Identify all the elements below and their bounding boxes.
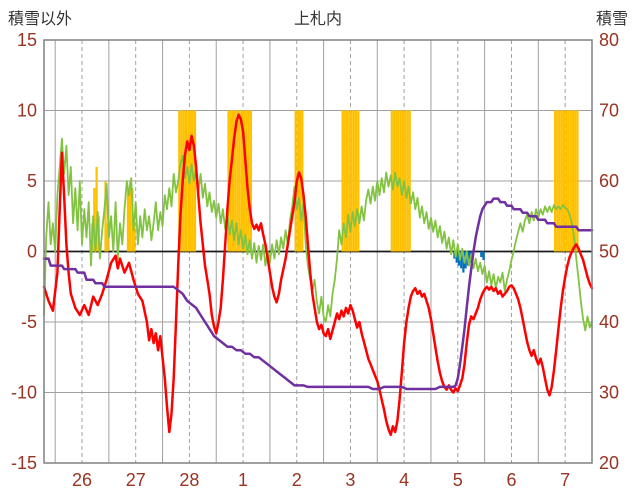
- left-axis-tick: -10: [11, 383, 37, 403]
- blue-bars-bar: [482, 251, 485, 260]
- orange-bars-bar: [562, 110, 566, 252]
- right-axis-tick: 40: [599, 312, 619, 332]
- left-axis-tick: -5: [21, 312, 37, 332]
- series-red-line: [42, 113, 594, 437]
- x-axis-tick: 1: [238, 470, 248, 490]
- orange-bars-bar: [126, 188, 129, 252]
- orange-bars-bar: [350, 110, 353, 252]
- left-axis-tick: 0: [27, 242, 37, 262]
- orange-bars-bar: [238, 110, 241, 252]
- left-axis-tick: 5: [27, 171, 37, 191]
- orange-bars-bar: [348, 110, 351, 252]
- orange-bars-bar: [129, 181, 132, 252]
- orange-bars-bar: [234, 110, 237, 252]
- orange-bars-bar: [341, 110, 344, 252]
- right-axis-tick: 30: [599, 383, 619, 403]
- orange-bars-bar: [574, 110, 577, 252]
- orange-bars-bar: [357, 110, 360, 252]
- orange-bars-bar: [567, 110, 570, 252]
- orange-bars-bar: [133, 223, 136, 252]
- right-axis-tick: 70: [599, 101, 619, 121]
- orange-bars-bar: [408, 110, 411, 252]
- right-axis-title: 積雪: [595, 11, 628, 28]
- left-axis-tick: 15: [17, 30, 37, 50]
- orange-bars-bar: [247, 110, 250, 252]
- x-axis-tick: 6: [506, 470, 516, 490]
- green-line: [43, 137, 593, 332]
- orange-bars-bar: [343, 110, 346, 252]
- orange-bars-bar: [560, 110, 563, 252]
- blue-bars-bar: [460, 251, 463, 269]
- orange-bars-bar: [193, 110, 197, 252]
- orange-bars-bar: [243, 110, 246, 252]
- x-axis-tick: 27: [126, 470, 146, 490]
- orange-bars-bar: [556, 110, 559, 252]
- series-purple-line-snow: [42, 197, 594, 391]
- orange-bars-bar: [299, 110, 302, 252]
- blue-bars-bar: [462, 251, 465, 273]
- x-axis-tick: 26: [72, 470, 92, 490]
- x-axis-tick: 5: [453, 470, 463, 490]
- orange-bars-bar: [231, 110, 235, 252]
- orange-bars-bar: [404, 110, 407, 252]
- left-axis-tick: 10: [17, 101, 37, 121]
- orange-bars-bar: [406, 110, 409, 252]
- orange-bars-bar: [191, 110, 194, 252]
- orange-bars-bar: [352, 110, 355, 252]
- x-axis-tick: 3: [345, 470, 355, 490]
- orange-bars-bar: [569, 110, 572, 252]
- right-axis-tick: 50: [599, 242, 619, 262]
- blue-bars-bar: [455, 251, 458, 263]
- purple-line-snow: [42, 197, 594, 391]
- plot-border: [43, 39, 593, 464]
- orange-bars-bar: [240, 110, 244, 252]
- right-axis-tick: 20: [599, 453, 619, 473]
- gridlines: [44, 39, 592, 464]
- right-axis-tick: 80: [599, 30, 619, 50]
- orange-bars-bar: [554, 110, 557, 252]
- x-axis-tick: 2: [292, 470, 302, 490]
- orange-bars-bar: [401, 110, 405, 252]
- left-axis-tick: -15: [11, 453, 37, 473]
- orange-bars-bar: [95, 166, 98, 252]
- x-axis-tick: 4: [399, 470, 409, 490]
- red-line: [42, 113, 594, 437]
- orange-bars-bar: [558, 110, 561, 252]
- orange-bars-bar: [354, 110, 358, 252]
- orange-bars-bar: [236, 110, 239, 252]
- x-axis-tick: 28: [179, 470, 199, 490]
- orange-bars-bar: [576, 110, 579, 252]
- orange-bars-bar: [565, 110, 568, 252]
- left-axis-title: 積雪以外: [8, 11, 73, 28]
- orange-bars-bar: [184, 110, 188, 252]
- orange-bars-bar: [571, 110, 575, 252]
- blue-bars-bar: [480, 251, 483, 258]
- right-axis-tick: 60: [599, 171, 619, 191]
- series-green-line: [43, 137, 593, 332]
- orange-bars-bar: [346, 110, 349, 252]
- x-axis-tick: 7: [560, 470, 570, 490]
- orange-bars-bar: [104, 181, 107, 252]
- blue-bars-bar: [453, 251, 456, 259]
- chart-title: 上札内: [293, 11, 342, 28]
- orange-bars-bar: [178, 110, 181, 252]
- orange-bars-bar: [106, 223, 109, 252]
- orange-bars-bar: [249, 110, 252, 252]
